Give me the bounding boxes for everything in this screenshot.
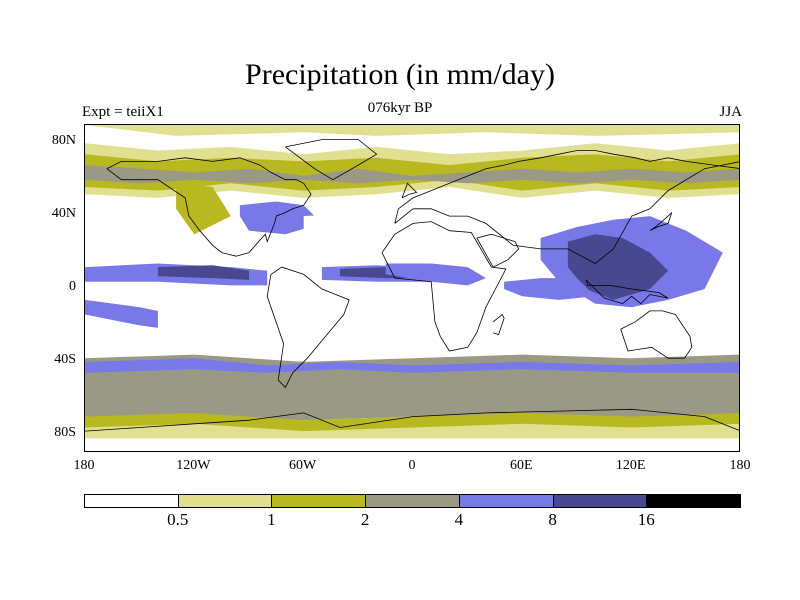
lat-tick-label: 0: [69, 279, 76, 294]
precipitation-regions: [85, 125, 739, 439]
lon-tick-label: 0: [408, 458, 416, 473]
period-label: 076kyr BP: [367, 100, 433, 116]
colorbar-swatch: [271, 494, 367, 508]
colorbar: [84, 494, 741, 508]
colorbar-label: 2: [360, 510, 370, 529]
coastline-australia: [620, 310, 693, 359]
colorbar-label: 1: [267, 510, 276, 529]
lon-tick-label: 180: [729, 458, 751, 473]
region-arctic-light: [85, 125, 739, 136]
region-asian-monsoon-dark: [567, 234, 669, 300]
coastline-eurasia: [394, 150, 739, 264]
region-pacific-ne-dry: [121, 223, 195, 260]
coastline-antarctica: [85, 408, 739, 432]
lat-tick-label: 40N: [51, 206, 76, 222]
coastline-south-america: [266, 266, 350, 389]
region-southern-storm: [85, 358, 739, 373]
region-north-africa-dry: [380, 223, 523, 264]
colorbar-label: 16: [637, 510, 655, 529]
colorbar-label: 4: [454, 510, 464, 529]
region-antarctic-light: [85, 423, 739, 439]
coastline-madagascar: [492, 313, 505, 336]
coastline-greenland: [285, 139, 378, 181]
region-south-atlantic-dry: [340, 299, 432, 348]
coastline-arabia: [476, 233, 520, 268]
region-indian-ocean-itcz: [504, 278, 596, 300]
colorbar-swatch: [365, 494, 460, 508]
region-north-america-west: [176, 183, 231, 235]
coastline-uk: [401, 182, 418, 199]
colorbar-swatch: [177, 494, 273, 508]
map-title: Precipitation (in mm/day): [245, 58, 555, 91]
lon-tick-label: 180: [73, 458, 95, 473]
lon-tick-label: 120E: [615, 458, 646, 473]
colorbar-swatch: [552, 494, 648, 508]
lat-tick-label: 80S: [54, 424, 76, 440]
region-south-america-dry: [285, 299, 341, 340]
region-north-midlat-band-dark: [85, 165, 739, 184]
region-itcz-pacific-dark: [157, 265, 249, 280]
precipitation-map: [84, 124, 740, 452]
colorbar-label: 0.5: [167, 510, 189, 529]
lat-tick-label: 40S: [54, 351, 76, 367]
lat-tick-label: 80N: [51, 133, 76, 149]
region-east-us-storm: [239, 201, 322, 235]
region-central-asia-dry: [485, 197, 559, 224]
lon-tick-label: 60E: [510, 458, 533, 473]
coastline-japan: [649, 212, 673, 232]
experiment-label: Expt = teiiX1: [82, 104, 164, 120]
coastline-indonesia: [585, 279, 669, 305]
region-australia-dry: [624, 314, 687, 351]
region-africa-sahel: [385, 263, 486, 286]
coastlines: [85, 139, 739, 432]
lon-tick-label: 60W: [289, 458, 317, 473]
coastline-africa: [381, 221, 507, 352]
region-south-pacific-dry: [157, 299, 268, 344]
coastline-north-america: [106, 157, 312, 257]
colorbar-swatch: [84, 494, 179, 508]
map-canvas: [85, 125, 739, 439]
season-label: JJA: [719, 104, 742, 120]
lon-tick-label: 120W: [176, 458, 211, 473]
colorbar-swatch: [458, 494, 554, 508]
colorbar-swatch: [646, 494, 741, 508]
colorbar-label: 8: [548, 510, 557, 529]
